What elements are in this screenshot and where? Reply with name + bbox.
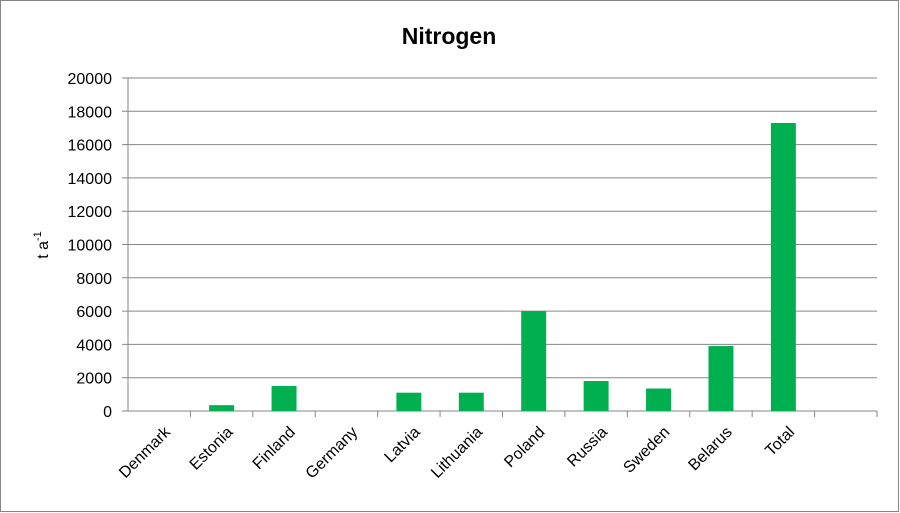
y-tick-label: 12000 <box>68 204 113 221</box>
y-tick-label: 4000 <box>76 337 112 354</box>
bar <box>209 405 235 411</box>
bar <box>708 346 734 411</box>
bar <box>583 381 609 411</box>
bar <box>646 388 672 411</box>
bar <box>770 122 796 411</box>
y-axis-label-sup: -1 <box>32 231 44 241</box>
y-tick-label: 18000 <box>68 104 113 121</box>
bar <box>458 392 484 411</box>
y-tick-label: 20000 <box>68 71 113 88</box>
y-tick-label: 10000 <box>68 238 113 255</box>
y-tick-label: 16000 <box>68 138 113 155</box>
y-axis-label: t a-1 <box>32 231 52 259</box>
bar <box>521 311 547 411</box>
y-tick-label: 2000 <box>76 371 112 388</box>
y-axis-label-base: t a <box>35 241 52 259</box>
chart-title: Nitrogen <box>402 23 497 49</box>
bar <box>271 386 297 411</box>
bar <box>396 392 422 411</box>
y-tick-label: 6000 <box>76 304 112 321</box>
y-tick-label: 8000 <box>76 271 112 288</box>
y-tick-label: 0 <box>103 404 112 421</box>
y-tick-label: 14000 <box>68 171 113 188</box>
